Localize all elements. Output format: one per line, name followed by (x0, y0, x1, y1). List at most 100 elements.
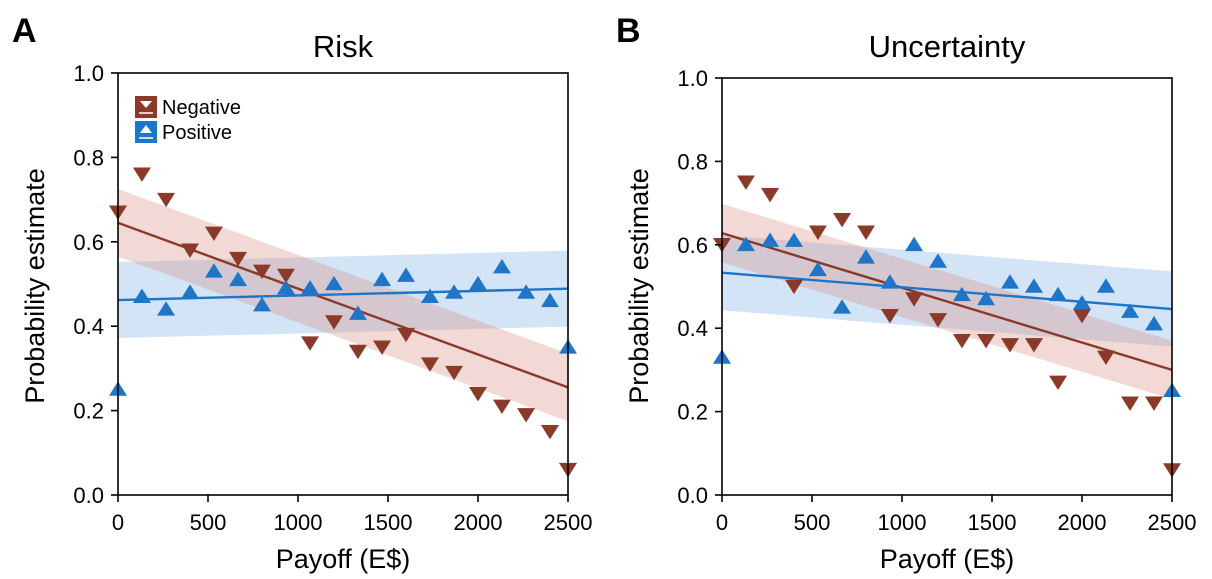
data-point-negative (905, 292, 924, 307)
data-point-positive (541, 292, 559, 308)
data-point-positive (229, 271, 248, 287)
x-axis-ticks-uncertainty: 0 500 1000 1500 2000 2500 (716, 495, 1197, 535)
panel-letter-a: A (12, 12, 37, 50)
data-point-negative (204, 226, 223, 242)
data-point-negative (808, 225, 827, 240)
panel-risk: A Risk Payoff (E$) Probability estimate … (12, 12, 592, 574)
data-point-positive (132, 288, 151, 303)
panel-uncertainty: B Uncertainty Payoff (E$) Probability es… (616, 12, 1196, 574)
data-point-positive (253, 297, 271, 312)
data-point-positive (420, 288, 439, 303)
y-tick-label: 0.6 (73, 230, 104, 255)
data-point-negative (1049, 375, 1068, 391)
y-tick-label: 0.0 (73, 483, 104, 508)
data-point-positive (1121, 303, 1140, 318)
data-point-positive (276, 280, 295, 295)
data-point-positive (492, 259, 511, 274)
y-axis-label-uncertainty: Probability estimate (624, 168, 654, 404)
data-point-positive (157, 301, 176, 316)
x-tick-label: 0 (112, 510, 124, 535)
data-point-positive (373, 271, 392, 287)
data-point-positive (905, 236, 924, 252)
data-point-negative (445, 365, 464, 381)
data-point-positive (204, 263, 223, 278)
x-tick-label: 2000 (1058, 510, 1107, 535)
y-axis-ticks-uncertainty: 0.0 0.2 0.4 0.6 0.8 1.0 (677, 66, 722, 508)
x-tick-label: 2500 (1148, 510, 1197, 535)
data-point-negative (1145, 396, 1163, 411)
plot-frame-risk (117, 72, 569, 496)
y-tick-label: 0.4 (677, 316, 708, 341)
data-point-positive (785, 232, 803, 247)
data-point-negative (1001, 338, 1019, 353)
data-point-negative (1121, 396, 1140, 411)
legend-label-positive: Positive (162, 122, 232, 144)
legend-item-negative: Negative (135, 96, 241, 119)
x-axis-ticks-risk: 0 500 1000 1500 2000 2500 (112, 495, 593, 535)
data-point-positive (469, 275, 487, 291)
y-axis-ticks-risk: 0.0 0.2 0.4 0.6 0.8 1.0 (73, 61, 118, 508)
y-axis-label-risk: Probability estimate (20, 168, 50, 404)
data-point-negative (469, 386, 487, 402)
data-point-negative (1096, 350, 1115, 366)
y-tick-label: 0.2 (73, 399, 104, 424)
legend-item-positive: Positive (135, 121, 232, 144)
data-point-positive (1049, 286, 1068, 302)
data-point-negative (325, 315, 343, 330)
data-point-negative (517, 408, 536, 423)
y-tick-label: 0.8 (73, 145, 104, 170)
data-point-negative (857, 225, 875, 240)
fit-lines-uncertainty (721, 231, 1173, 372)
data-point-positive (833, 299, 852, 314)
data-point-positive (857, 249, 875, 264)
x-tick-label: 1000 (274, 510, 323, 535)
panel-letter-b: B (616, 12, 641, 50)
data-point-negative (880, 308, 899, 324)
data-point-negative (229, 251, 248, 267)
data-point-positive (736, 236, 755, 252)
y-tick-label: 0.8 (677, 149, 708, 174)
legend-label-negative: Negative (162, 97, 241, 119)
chart-title-risk: Risk (313, 29, 374, 64)
data-point-negative (736, 175, 755, 190)
chart-title-uncertainty: Uncertainty (869, 29, 1026, 64)
fit-line-negative (721, 231, 1173, 372)
data-point-positive (301, 280, 320, 295)
y-tick-label: 0.2 (677, 400, 708, 425)
data-point-positive (181, 284, 199, 299)
triangle-up-icon (140, 125, 152, 133)
data-point-positive (397, 267, 415, 282)
x-tick-label: 1500 (364, 510, 413, 535)
data-point-negative (1024, 338, 1043, 353)
legend: Negative Positive (135, 96, 241, 144)
data-point-negative (952, 333, 971, 349)
data-point-negative (348, 344, 367, 360)
data-point-negative (785, 279, 803, 295)
data-point-negative (833, 213, 852, 228)
x-tick-label: 0 (716, 510, 728, 535)
data-point-positive (808, 261, 827, 277)
data-point-positive (445, 284, 464, 299)
data-point-negative (541, 424, 559, 440)
data-point-positive (929, 253, 947, 268)
y-tick-label: 0.0 (677, 483, 708, 508)
data-point-positive (1024, 278, 1043, 293)
x-axis-label-uncertainty: Payoff (E$) (880, 544, 1015, 574)
data-point-negative (132, 167, 151, 182)
x-axis-label-risk: Payoff (E$) (276, 544, 411, 574)
triangle-down-icon (140, 101, 152, 108)
y-tick-label: 0.4 (73, 314, 104, 339)
data-point-positive (952, 286, 971, 302)
data-point-negative (977, 333, 996, 349)
data-point-positive (1073, 295, 1091, 310)
data-point-negative (420, 357, 439, 372)
x-tick-label: 500 (794, 510, 831, 535)
data-point-negative (157, 192, 176, 208)
data-point-positive (1001, 274, 1019, 289)
x-tick-label: 1000 (878, 510, 927, 535)
x-tick-label: 500 (190, 510, 227, 535)
data-point-negative (301, 336, 320, 351)
x-tick-label: 2500 (544, 510, 593, 535)
y-tick-label: 1.0 (677, 66, 708, 91)
